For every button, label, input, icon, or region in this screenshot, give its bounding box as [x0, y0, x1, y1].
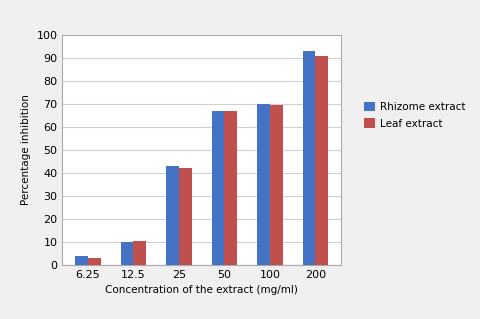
Bar	[315, 56, 328, 265]
Y-axis label: Percentage inhibition: Percentage inhibition	[21, 94, 31, 205]
Bar	[257, 104, 270, 265]
Bar	[179, 168, 192, 265]
Bar	[75, 256, 88, 265]
Legend: Rhizome extract, Leaf extract: Rhizome extract, Leaf extract	[360, 98, 469, 133]
Bar	[212, 111, 224, 265]
Bar	[120, 242, 133, 265]
Bar	[270, 105, 283, 265]
Bar	[224, 111, 237, 265]
Bar	[88, 258, 100, 265]
X-axis label: Concentration of the extract (mg/ml): Concentration of the extract (mg/ml)	[105, 285, 298, 295]
Bar	[133, 241, 146, 265]
Bar	[303, 51, 315, 265]
Bar	[166, 166, 179, 265]
